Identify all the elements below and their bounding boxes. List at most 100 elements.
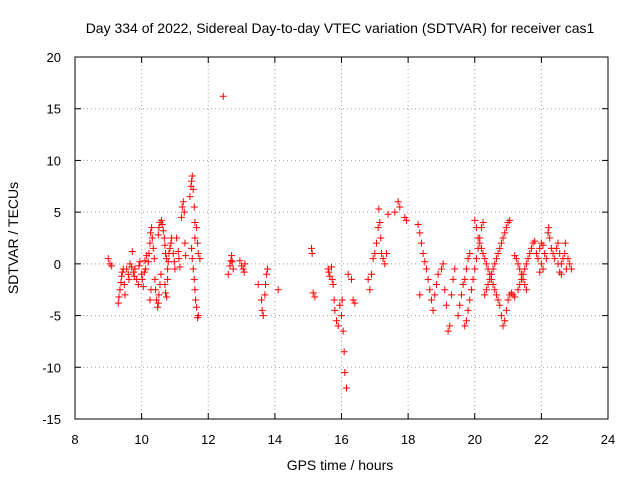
x-axis: 8 10 12 14 16 18 20 22 24: [71, 57, 615, 447]
x-tick-label: 22: [534, 432, 548, 447]
data-point: [487, 270, 495, 278]
data-point: [194, 239, 202, 247]
y-axis: -15 -10 -5 0 5 10 15 20: [42, 50, 608, 427]
data-point: [178, 213, 186, 221]
data-point: [160, 234, 168, 242]
data-point: [179, 198, 187, 206]
data-point: [432, 281, 440, 289]
data-point: [347, 275, 355, 283]
data-point: [494, 250, 502, 258]
data-point: [349, 296, 357, 304]
data-point: [180, 208, 188, 216]
data-point: [431, 291, 439, 299]
data-point: [262, 281, 270, 289]
data-point: [497, 312, 505, 320]
data-point: [549, 250, 557, 258]
data-point: [492, 291, 500, 299]
data-point: [189, 265, 197, 273]
data-point: [479, 250, 487, 258]
data-point: [261, 291, 269, 299]
data-point: [511, 293, 519, 301]
data-point: [457, 291, 465, 299]
data-point: [164, 275, 172, 283]
data-point: [188, 244, 196, 252]
data-point: [190, 203, 198, 211]
data-point: [564, 255, 572, 263]
data-point: [566, 260, 574, 268]
data-point: [121, 291, 129, 299]
data-point: [479, 218, 487, 226]
data-point: [125, 275, 133, 283]
data-point: [157, 270, 165, 278]
data-point: [471, 216, 479, 224]
data-point: [226, 262, 234, 270]
data-point: [108, 262, 116, 270]
data-point: [331, 306, 339, 314]
x-tick-label: 10: [134, 432, 148, 447]
data-point: [174, 247, 182, 255]
data-point: [429, 306, 437, 314]
data-point: [190, 275, 198, 283]
data-point: [466, 296, 474, 304]
data-point: [472, 255, 480, 263]
data-point: [551, 255, 559, 263]
data-point: [329, 281, 337, 289]
data-point: [129, 268, 137, 276]
data-point: [240, 268, 248, 276]
data-point: [469, 275, 477, 283]
data-point: [163, 293, 171, 301]
data-point: [118, 268, 126, 276]
data-point: [381, 260, 389, 268]
data-point: [163, 255, 171, 263]
data-point: [123, 265, 131, 273]
data-point: [416, 229, 424, 237]
data-point: [194, 250, 202, 258]
data-point: [371, 250, 379, 258]
data-point: [546, 234, 554, 242]
x-tick-label: 20: [468, 432, 482, 447]
data-point: [524, 255, 532, 263]
data-point: [462, 265, 470, 273]
data-point: [539, 265, 547, 273]
data-point: [481, 291, 489, 299]
data-point: [162, 289, 170, 297]
data-point: [451, 265, 459, 273]
data-point: [499, 322, 507, 330]
data-point: [264, 265, 272, 273]
data-point: [182, 252, 190, 260]
data-point: [342, 384, 350, 392]
data-point: [531, 237, 539, 245]
chart-title: Day 334 of 2022, Sidereal Day-to-day VTE…: [86, 20, 595, 36]
data-point: [311, 293, 319, 301]
data-point: [421, 258, 429, 266]
data-point: [464, 255, 472, 263]
data-point: [477, 244, 485, 252]
data-point: [417, 239, 425, 247]
data-point: [170, 258, 178, 266]
data-point: [446, 322, 454, 330]
data-point: [104, 255, 112, 263]
data-point: [494, 296, 502, 304]
data-point: [158, 216, 166, 224]
data-point: [501, 317, 509, 325]
data-point: [161, 281, 169, 289]
data-point: [401, 213, 409, 221]
data-point: [328, 275, 336, 283]
data-point: [154, 299, 162, 307]
data-point: [340, 348, 348, 356]
data-point: [427, 296, 435, 304]
data-point: [416, 291, 424, 299]
data-point: [506, 216, 514, 224]
data-point: [148, 234, 156, 242]
data-point: [471, 265, 479, 273]
y-tick-label: 15: [47, 102, 61, 117]
data-point: [166, 244, 174, 252]
data-point: [464, 306, 472, 314]
data-point: [536, 268, 544, 276]
data-point: [376, 218, 384, 226]
data-point: [484, 281, 492, 289]
data-point: [522, 260, 530, 268]
data-point: [144, 258, 152, 266]
data-point: [341, 368, 349, 376]
